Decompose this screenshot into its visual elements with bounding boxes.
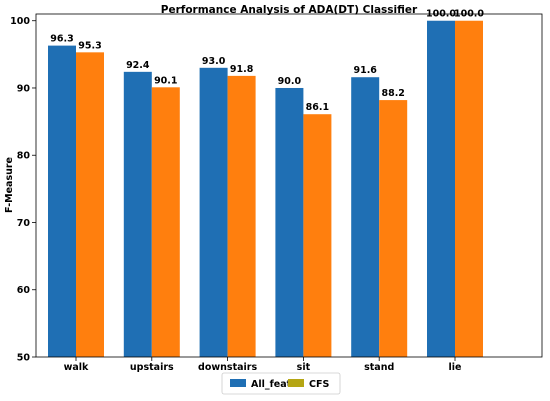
bar-all-feat-sit	[275, 87, 304, 357]
x-tick-label-walk: walk	[64, 362, 89, 373]
y-tick-label: 60	[17, 285, 31, 296]
x-tick-label-downstairs: downstairs	[198, 362, 257, 373]
bar-cfs-sit	[303, 114, 332, 357]
data-label: 95.3	[78, 40, 101, 51]
y-tick-label: 80	[17, 151, 31, 162]
data-label: 92.4	[126, 60, 150, 71]
x-tick-label-sit: sit	[297, 362, 311, 373]
legend-swatch-cfs	[288, 379, 304, 387]
bar-all-feat-stand	[351, 77, 380, 357]
data-label: 91.6	[353, 65, 377, 76]
chart-title: Performance Analysis of ADA(DT) Classifi…	[161, 4, 418, 16]
data-label: 90.1	[154, 75, 177, 86]
y-axis: 50 60 70 80 90 100	[10, 16, 36, 364]
bar-cfs-upstairs	[151, 87, 180, 357]
x-tick-label-lie: lie	[449, 362, 462, 373]
legend-label-cfs: CFS	[309, 379, 329, 390]
legend-label-all-feat: All_feat	[251, 379, 292, 390]
bar-cfs-walk	[76, 52, 104, 357]
y-tick-label: 70	[17, 218, 31, 229]
legend-swatch-all-feat	[230, 379, 246, 387]
data-label: 88.2	[381, 88, 404, 99]
x-tick-label-stand: stand	[364, 362, 394, 373]
bar-all-feat-lie	[427, 20, 455, 357]
data-label: 96.3	[50, 34, 73, 45]
data-label: 86.1	[306, 102, 329, 113]
legend-box	[221, 372, 341, 395]
data-label: 93.0	[202, 56, 226, 67]
x-tick-label-upstairs: upstairs	[130, 362, 174, 373]
bar-cfs-downstairs	[227, 75, 256, 357]
bar-all-feat-upstairs	[123, 71, 152, 357]
y-tick-label: 90	[17, 83, 31, 94]
bar-all-feat-downstairs	[199, 67, 228, 357]
x-axis: walk upstairs downstairs sit stand lie	[64, 357, 462, 373]
data-label: 91.8	[230, 64, 254, 75]
data-labels-layer: 96.3 95.3 92.4 90.1 93.0 91.8 90.0 86.1 91.6 88.2…	[50, 9, 484, 113]
bar-cfs-stand	[379, 100, 408, 357]
bars-layer	[48, 20, 483, 357]
bar-cfs-lie	[455, 20, 483, 357]
data-label: 90.0	[278, 76, 302, 87]
y-tick-label: 50	[17, 353, 31, 364]
y-tick-label: 100	[10, 16, 30, 27]
plot-frame	[35, 13, 543, 358]
y-axis-label: F-Measure	[4, 157, 15, 213]
legend: All_feat CFS	[221, 372, 341, 395]
bar-all-feat-walk	[48, 45, 76, 357]
